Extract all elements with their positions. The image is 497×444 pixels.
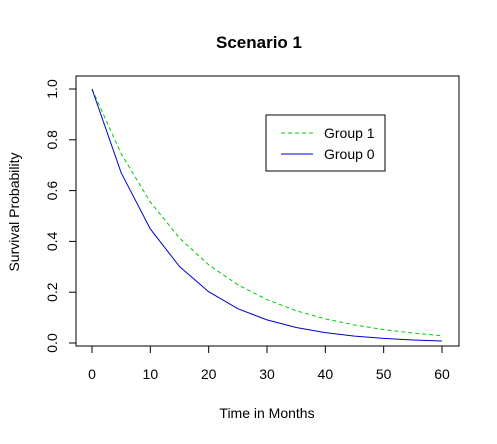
- series-line-group-0: [91, 88, 443, 342]
- y-tick-label: 0.4: [44, 231, 60, 251]
- series-line-group-1: [91, 88, 443, 337]
- x-tick-label: 60: [434, 366, 450, 382]
- chart-title: Scenario 1: [216, 33, 302, 52]
- y-tick-label: 0.6: [44, 181, 60, 201]
- legend-label: Group 1: [324, 125, 375, 141]
- x-tick-label: 50: [376, 366, 392, 382]
- y-tick-label: 0.0: [44, 333, 60, 353]
- y-tick-label: 1.0: [44, 79, 60, 99]
- legend-label: Group 0: [324, 146, 375, 162]
- y-axis: 0.0 0.2 0.4 0.6 0.8 1.0: [44, 79, 77, 353]
- y-tick-label: 0.8: [44, 130, 60, 150]
- series-layer: [91, 88, 443, 342]
- x-tick-label: 20: [201, 366, 217, 382]
- x-tick-label: 10: [143, 366, 159, 382]
- x-axis-label: Time in Months: [219, 405, 314, 421]
- x-tick-label: 30: [259, 366, 275, 382]
- y-tick-label: 0.2: [44, 282, 60, 302]
- y-axis-label: Survival Probability: [6, 152, 22, 271]
- x-tick-label: 40: [318, 366, 334, 382]
- legend: Group 1 Group 0: [265, 114, 386, 172]
- x-tick-label: 0: [88, 366, 96, 382]
- legend-box: [265, 114, 386, 172]
- x-axis: 0 10 20 30 40 50 60: [88, 345, 450, 382]
